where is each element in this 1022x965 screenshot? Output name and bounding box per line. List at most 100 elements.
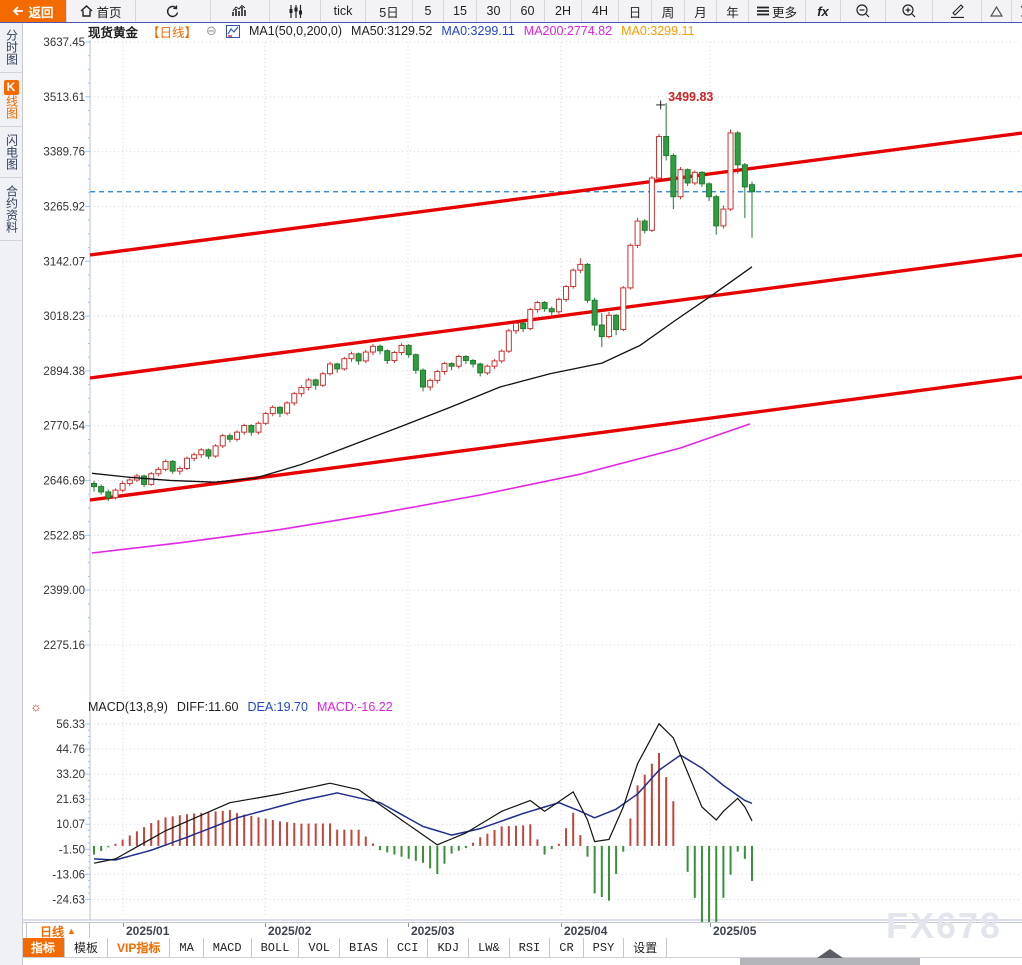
interval-60m[interactable]: 60 xyxy=(511,0,545,22)
tab-macd[interactable]: MACD xyxy=(204,938,252,957)
interval-week[interactable]: 周 xyxy=(652,0,685,22)
interval-label: 年 xyxy=(726,5,739,20)
tab-label: 模板 xyxy=(74,941,99,955)
month-tick xyxy=(123,923,124,927)
tab-boll[interactable]: BOLL xyxy=(252,938,300,957)
ma-setting-icon[interactable] xyxy=(225,24,240,38)
collapse-icon[interactable]: ⊖ xyxy=(206,23,217,38)
sidebar-tab-contract-info[interactable]: 合约资料 xyxy=(0,178,22,241)
tab-ma[interactable]: MA xyxy=(170,938,204,957)
svg-text:2894.38: 2894.38 xyxy=(43,366,85,378)
svg-text:-24.63: -24.63 xyxy=(52,894,85,906)
interval-label: 5 xyxy=(424,4,432,18)
interval-day[interactable]: 日 xyxy=(619,0,652,22)
interval-label: 60 xyxy=(520,4,535,18)
tab-label: RSI xyxy=(518,940,541,955)
tab-label: VIP指标 xyxy=(117,941,161,955)
back-arrow-icon xyxy=(13,5,24,16)
scrollbar-track xyxy=(0,957,1022,958)
tab-settings[interactable]: 设置 xyxy=(624,938,668,957)
symbol-name: 现货黄金 xyxy=(88,25,139,40)
tab-rsi[interactable]: RSI xyxy=(510,938,551,957)
zoom-in-button[interactable] xyxy=(886,0,933,22)
interval-2h[interactable]: 2H xyxy=(545,0,582,22)
sidebar-tab-kline-chart[interactable]: K 线图 xyxy=(0,73,22,127)
tab-lw[interactable]: LW& xyxy=(469,938,510,957)
back-label: 返回 xyxy=(28,5,54,20)
panel-expand-arrow-icon[interactable] xyxy=(817,949,843,958)
tab-templates[interactable]: 模板 xyxy=(65,938,109,957)
svg-text:21.63: 21.63 xyxy=(56,794,85,806)
interval-4h[interactable]: 4H xyxy=(582,0,619,22)
bar-chart-type-button[interactable] xyxy=(211,0,270,22)
x-axis-label: 2025/05 xyxy=(713,924,757,938)
bar-chart-icon xyxy=(232,5,246,16)
svg-text:56.33: 56.33 xyxy=(56,719,85,731)
interval-30m[interactable]: 30 xyxy=(477,0,511,22)
tab-label: LW& xyxy=(478,940,500,955)
interval-15m[interactable]: 15 xyxy=(444,0,477,22)
tab-label: MA xyxy=(179,940,194,955)
interval-label: 月 xyxy=(694,5,707,20)
tab-cr[interactable]: CR xyxy=(550,938,584,957)
tab-psy[interactable]: PSY xyxy=(584,938,625,957)
tick-label: tick xyxy=(333,4,353,18)
svg-text:33.20: 33.20 xyxy=(56,769,85,781)
ma-params: MA1(50,0,200,0) xyxy=(248,24,343,38)
x-axis-label: 2025/02 xyxy=(268,924,312,938)
month-tick xyxy=(408,923,409,927)
sidebar-tab-time-chart[interactable]: 分时图 xyxy=(0,22,22,73)
fx-indicator-button[interactable]: fx xyxy=(806,0,841,22)
tab-vol[interactable]: VOL xyxy=(299,938,341,957)
tab-bias[interactable]: BIAS xyxy=(340,938,388,957)
date-axis-row: 日线 ▲ 2025/01 2025/02 2025/03 2025/04 202… xyxy=(22,922,1022,940)
menu-icon xyxy=(756,6,769,16)
tab-vip-indicators[interactable]: VIP指标 xyxy=(108,938,171,957)
triangle-up-tool[interactable] xyxy=(982,0,1012,22)
svg-text:3142.07: 3142.07 xyxy=(43,256,85,268)
period-label: 【日线】 xyxy=(147,25,198,40)
zoom-out-button[interactable] xyxy=(841,0,886,22)
interval-5d[interactable]: 5日 xyxy=(366,0,413,22)
diff-value: DIFF:11.60 xyxy=(176,700,239,714)
svg-text:3499.83: 3499.83 xyxy=(668,90,713,104)
check-down-tool[interactable] xyxy=(1012,0,1022,22)
home-button[interactable]: 首页 xyxy=(67,0,136,22)
refresh-button[interactable] xyxy=(136,0,211,22)
tab-label: BOLL xyxy=(260,940,290,955)
interval-year[interactable]: 年 xyxy=(717,0,749,22)
tab-label: CR xyxy=(559,940,574,955)
tab-label: KDJ xyxy=(437,940,460,955)
tab-label: 指标 xyxy=(31,941,56,955)
tab-label: PSY xyxy=(592,940,615,955)
tab-label: BIAS xyxy=(349,940,378,955)
tab-indicators[interactable]: 指标 xyxy=(22,938,66,957)
candle-chart-type-button[interactable] xyxy=(270,0,321,22)
period-label: 日线 xyxy=(40,924,65,939)
dea-value: DEA:19.70 xyxy=(247,700,308,714)
interval-tick[interactable]: tick xyxy=(321,0,366,22)
macd-settings-icon[interactable]: ☼ xyxy=(30,699,42,714)
sidebar-tab-flash-chart[interactable]: 闪电图 xyxy=(0,127,22,178)
tab-label: MACD xyxy=(212,940,242,955)
x-axis-label: 2025/03 xyxy=(411,924,455,938)
tab-kdj[interactable]: KDJ xyxy=(428,938,470,957)
period-selector[interactable]: 日线 ▲ xyxy=(26,923,90,939)
svg-text:3265.92: 3265.92 xyxy=(43,201,85,213)
draw-tool-button[interactable] xyxy=(933,0,982,22)
interval-5m[interactable]: 5 xyxy=(413,0,444,22)
back-button[interactable]: 返回 xyxy=(0,0,67,22)
svg-text:2522.85: 2522.85 xyxy=(43,530,85,542)
more-button[interactable]: 更多 xyxy=(749,0,806,22)
x-axis-label: 2025/01 xyxy=(126,924,170,938)
watermark: FX678 xyxy=(886,905,1003,946)
zoom-in-icon xyxy=(902,4,916,18)
tab-label: 合约资料 xyxy=(4,185,19,233)
interval-month[interactable]: 月 xyxy=(685,0,717,22)
month-tick xyxy=(561,923,562,927)
tab-cci[interactable]: CCI xyxy=(388,938,429,957)
interval-label: 30 xyxy=(486,4,501,18)
k-badge: K xyxy=(3,80,19,95)
scrollbar-thumb[interactable] xyxy=(740,958,920,965)
